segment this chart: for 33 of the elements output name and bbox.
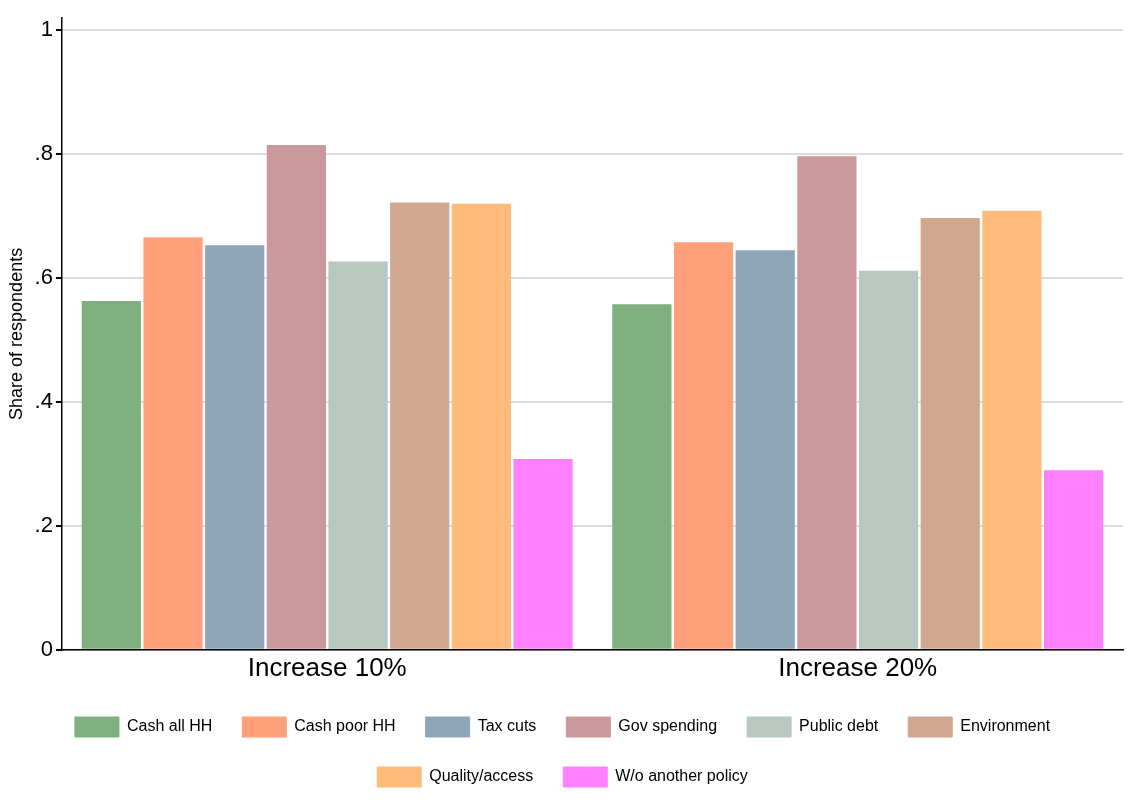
- bar: [513, 459, 573, 649]
- bar: [735, 250, 795, 649]
- bar: [858, 270, 919, 649]
- bar: [266, 144, 326, 649]
- bar: [328, 261, 388, 649]
- bar: [920, 218, 980, 649]
- legend-label: Cash poor HH: [294, 717, 396, 735]
- bar: [673, 242, 734, 649]
- bar: [612, 304, 672, 649]
- y-tick-label: .8: [34, 140, 53, 166]
- bar: [982, 210, 1042, 649]
- legend-label: Quality/access: [429, 767, 534, 785]
- bar: [451, 203, 511, 649]
- legend-label: Cash all HH: [126, 717, 213, 735]
- y-tick-label: .2: [34, 511, 53, 537]
- legend-label: Public debt: [799, 717, 879, 735]
- y-tick-label: .6: [34, 264, 53, 290]
- bar: [143, 237, 203, 649]
- legend-label: Environment: [960, 717, 1051, 735]
- y-tick-label: 1: [40, 16, 53, 42]
- x-tick-label: Increase 10%: [247, 651, 407, 682]
- bar: [797, 156, 857, 649]
- legend-label: Tax cuts: [477, 717, 537, 735]
- y-tick-label: 0: [40, 635, 53, 661]
- bar: [205, 245, 265, 649]
- x-tick-label: Increase 20%: [778, 651, 938, 682]
- y-tick-label: .4: [34, 388, 53, 414]
- bar: [81, 301, 141, 649]
- bar: [1043, 470, 1104, 649]
- legend-label: Gov spending: [618, 717, 718, 735]
- y-axis-title: Share of respondents: [5, 247, 26, 420]
- legend-label: W/o another policy: [615, 767, 748, 785]
- bar: [390, 202, 450, 649]
